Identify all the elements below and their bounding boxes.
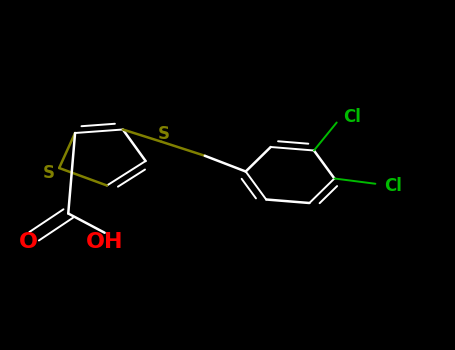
Text: S: S [43,164,55,182]
Text: O: O [19,232,38,252]
Text: Cl: Cl [384,177,402,195]
Text: OH: OH [86,231,123,252]
Text: S: S [158,125,170,143]
Text: Cl: Cl [344,108,361,126]
